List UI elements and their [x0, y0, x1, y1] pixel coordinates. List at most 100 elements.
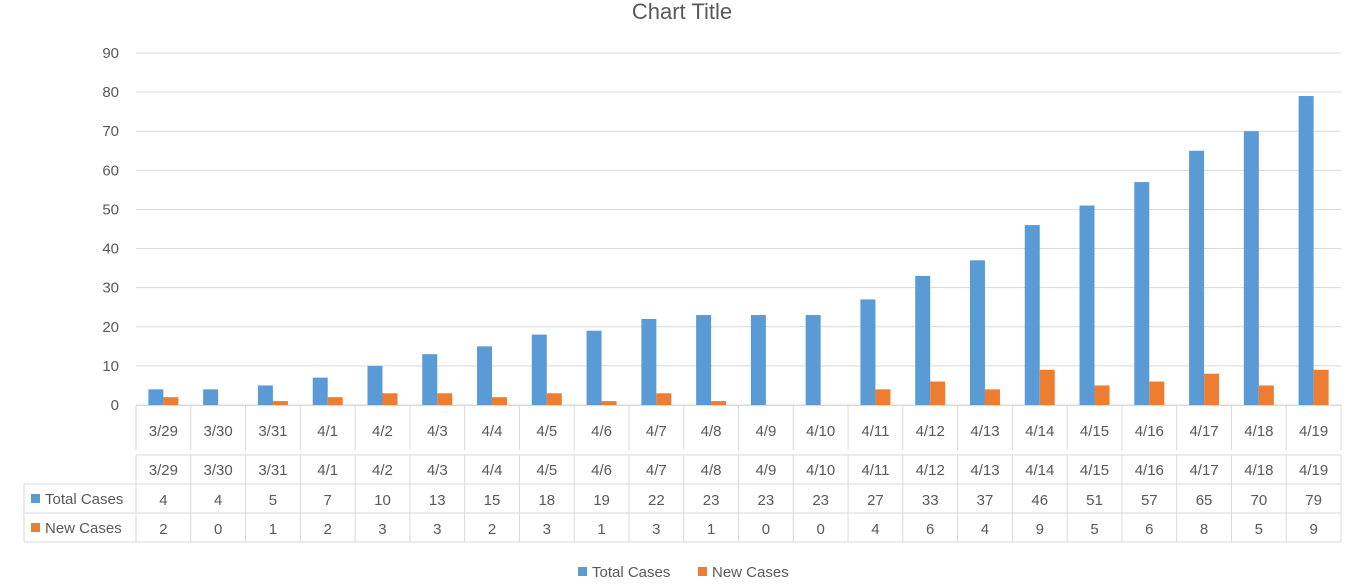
bar-new-cases: [1040, 370, 1055, 405]
bar-new-cases: [1204, 374, 1219, 405]
legend-label: New Cases: [712, 564, 789, 581]
x-axis: 3/29 3/30 3/31 4/1 4/2 4/3 4/4 4/5 4/6 4/7 4/8 4/9 4…: [136, 405, 1341, 450]
x-tick-label: 4/3: [427, 423, 448, 440]
table-header-cell: 3/30: [204, 462, 233, 479]
table-value-cell: 51: [1086, 492, 1103, 509]
table-header-cell: 4/8: [701, 462, 722, 479]
bar-total-cases: [477, 346, 492, 405]
table-value-cell: 37: [977, 492, 994, 509]
y-tick-label: 0: [111, 397, 119, 414]
bar-total-cases: [970, 260, 985, 405]
table-value-cell: 13: [429, 492, 446, 509]
bar-total-cases: [1244, 131, 1259, 405]
y-tick-label: 80: [102, 84, 119, 101]
x-tick-label: 4/11: [861, 423, 889, 440]
table-value-cell: 0: [762, 521, 770, 538]
bar-total-cases: [1025, 225, 1040, 405]
bar-new-cases: [1259, 385, 1274, 405]
table-legend-key: [31, 494, 40, 503]
table-value-cell: 23: [703, 492, 720, 509]
bar-total-cases: [1080, 206, 1095, 405]
x-tick-label: 4/13: [970, 423, 999, 440]
table-value-cell: 18: [538, 492, 555, 509]
table-value-cell: 65: [1196, 492, 1213, 509]
bar-new-cases: [382, 393, 397, 405]
bar-new-cases: [711, 401, 726, 405]
chart-title: Chart Title: [632, 0, 732, 24]
table-value-cell: 5: [1090, 521, 1098, 538]
table-value-cell: 3: [378, 521, 386, 538]
table-value-cell: 33: [922, 492, 939, 509]
table-header-cell: 4/13: [970, 462, 999, 479]
bar-total-cases: [1189, 151, 1204, 405]
bar-total-cases: [258, 385, 273, 405]
bar-total-cases: [1134, 182, 1149, 405]
x-tick-label: 4/15: [1080, 423, 1109, 440]
table-value-cell: 4: [214, 492, 222, 509]
table-header-cell: 4/11: [861, 462, 889, 479]
table-value-cell: 1: [269, 521, 277, 538]
table-value-cell: 9: [1036, 521, 1044, 538]
bar-new-cases: [1095, 385, 1110, 405]
table-value-cell: 70: [1250, 492, 1267, 509]
table-value-cell: 4: [871, 521, 879, 538]
x-tick-label: 4/14: [1025, 423, 1054, 440]
table-value-cell: 3: [652, 521, 660, 538]
bar-total-cases: [751, 315, 766, 405]
x-tick-label: 4/10: [806, 423, 835, 440]
table-value-cell: 79: [1305, 492, 1322, 509]
bar-new-cases: [875, 389, 890, 405]
table-value-cell: 0: [816, 521, 824, 538]
table-value-cell: 46: [1031, 492, 1048, 509]
table-value-cell: 22: [648, 492, 665, 509]
x-tick-label: 3/29: [149, 423, 178, 440]
table-header-cell: 4/9: [755, 462, 776, 479]
table-header-cell: 4/16: [1135, 462, 1164, 479]
table-value-cell: 23: [758, 492, 775, 509]
bar-total-cases: [587, 331, 602, 405]
x-tick-label: 4/6: [591, 423, 612, 440]
table-value-cell: 9: [1309, 521, 1317, 538]
bar-total-cases: [915, 276, 930, 405]
bar-new-cases: [1149, 382, 1164, 405]
gridlines: [136, 53, 1341, 405]
table-header-cell: 4/12: [916, 462, 945, 479]
table-header-cell: 4/2: [372, 462, 393, 479]
table-header-cell: 3/29: [149, 462, 178, 479]
table-value-cell: 15: [484, 492, 501, 509]
bar-new-cases: [273, 401, 288, 405]
table-header-cell: 4/18: [1244, 462, 1273, 479]
data-table: 3/29 3/30 3/31 4/1 4/2 4/3 4/4 4/5 4/6 4/7 4/8 4/9 4…: [24, 455, 1341, 542]
y-tick-label: 30: [102, 280, 119, 297]
bar-new-cases: [656, 393, 671, 405]
table-header-cell: 4/7: [646, 462, 667, 479]
table-legend-key: [31, 523, 40, 532]
bar-total-cases: [860, 299, 875, 405]
table-value-cell: 0: [214, 521, 222, 538]
table-value-cell: 6: [1145, 521, 1153, 538]
bar-total-cases: [148, 389, 163, 405]
bar-total-cases: [203, 389, 218, 405]
legend: Total Cases New Cases: [578, 564, 789, 581]
table-header-cell: 4/4: [482, 462, 503, 479]
table-header-cell: 3/31: [258, 462, 287, 479]
table-row-label: Total Cases: [45, 491, 123, 508]
table-value-cell: 19: [593, 492, 610, 509]
table-value-cell: 3: [543, 521, 551, 538]
bar-new-cases: [1314, 370, 1329, 405]
bar-new-cases: [602, 401, 617, 405]
table-header-cell: 4/17: [1189, 462, 1218, 479]
table-value-cell: 23: [812, 492, 829, 509]
table-header-cell: 4/1: [317, 462, 338, 479]
y-tick-label: 20: [102, 319, 119, 336]
table-header-cell: 4/14: [1025, 462, 1054, 479]
bar-total-cases: [806, 315, 821, 405]
x-tick-label: 4/8: [701, 423, 722, 440]
x-tick-label: 4/17: [1189, 423, 1218, 440]
legend-swatch: [698, 567, 707, 576]
bar-new-cases: [328, 397, 343, 405]
x-tick-label: 3/30: [204, 423, 233, 440]
x-tick-label: 4/4: [482, 423, 503, 440]
x-tick-label: 4/16: [1135, 423, 1164, 440]
